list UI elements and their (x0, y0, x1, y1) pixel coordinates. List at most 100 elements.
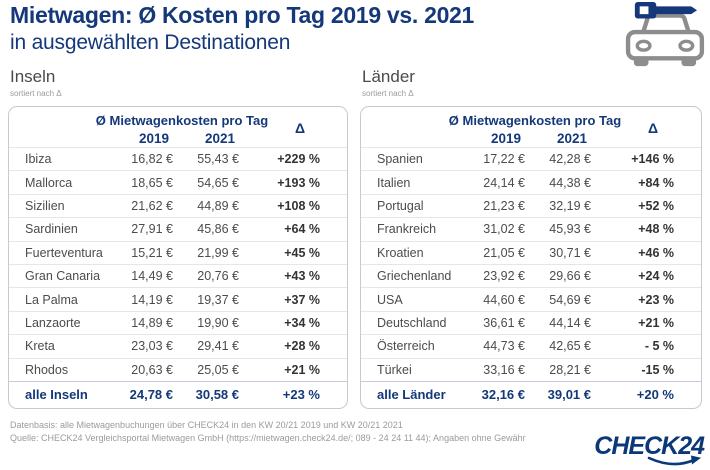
year-2019-column-header: 2019 (138, 130, 170, 146)
table-row: Kreta 23,03 € 29,41 € +28 % (9, 334, 347, 357)
table-header: Ø Mietwagenkosten pro Tag 2019 2021 Δ (9, 107, 347, 147)
title-block: Mietwagen: Ø Kosten pro Tag 2019 vs. 202… (10, 1, 474, 56)
table-row-value-2021: 54,69 € (549, 292, 591, 307)
table-row-delta-value: +37 % (284, 292, 320, 307)
table-row: Deutschland 36,61 € 44,14 € +21 % (361, 310, 701, 334)
table-row-value-2021: 29,41 € (197, 339, 239, 354)
table-row-value-2021: 28,21 € (549, 362, 591, 377)
total-row: alle Inseln 24,78 € 30,58 € +23 % (9, 380, 347, 408)
rental-cost-table: Ø Mietwagenkosten pro Tag 2019 2021 Δ Ib… (8, 106, 348, 409)
table-row-value-2021: 20,76 € (197, 269, 239, 284)
delta-column-header: Δ (647, 120, 659, 136)
table-row-delta-value: +21 % (284, 362, 320, 377)
table-row: Mallorca 18,65 € 54,65 € +193 % (9, 170, 347, 193)
table-row-value-2019: 31,02 € (483, 222, 525, 237)
table-row: Gran Canaria 14,49 € 20,76 € +43 % (9, 263, 347, 287)
table-row: Spanien 17,22 € 42,28 € +146 % (361, 147, 701, 170)
table-row: La Palma 14,19 € 19,37 € +37 % (9, 287, 347, 310)
table-row-destination-name: Spanien (377, 152, 423, 167)
table-row: Sizilien 21,62 € 44,89 € +108 % (9, 193, 347, 217)
table-row-destination-name: Italien (377, 175, 411, 190)
footer-line-2: Quelle: CHECK24 Vergleichsportal Mietwag… (10, 433, 526, 443)
table-body: Spanien 17,22 € 42,28 € +146 % Italien 24,14 … (361, 147, 701, 408)
table-row-delta-value: +46 % (638, 245, 674, 260)
car-with-key-icon (620, 2, 708, 70)
swoosh-arrow-icon (647, 455, 701, 466)
table-row-destination-name: Kroatien (377, 245, 424, 260)
total-row-value-2021: 30,58 € (195, 387, 239, 403)
table-row-destination-name: Ibiza (25, 152, 52, 167)
table-row-value-2021: 44,38 € (549, 175, 591, 190)
table-row-destination-name: Gran Canaria (25, 269, 101, 284)
table-row-delta-value: +52 % (638, 198, 674, 213)
table-row-value-2019: 14,89 € (131, 315, 173, 330)
table-row: Türkei 33,16 € 28,21 € -15 % (361, 357, 701, 381)
page-subtitle: in ausgewählten Destinationen (10, 31, 291, 54)
table-row: Rhodos 20,63 € 25,05 € +21 % (9, 357, 347, 381)
table-row-value-2019: 24,14 € (483, 175, 525, 190)
total-row-destination-name: alle Länder (377, 387, 446, 403)
footer-line-1: Datenbasis: alle Mietwagenbuchungen über… (10, 420, 403, 430)
rental-cost-table: Ø Mietwagenkosten pro Tag 2019 2021 Δ Sp… (360, 106, 702, 409)
table-row-value-2021: 55,43 € (197, 152, 239, 167)
table-row-destination-name: Mallorca (25, 175, 73, 190)
year-2021-column-header: 2021 (556, 130, 588, 146)
table-row-delta-value: +108 % (277, 198, 320, 213)
table-row-value-2021: 44,89 € (197, 198, 239, 213)
table-row: Lanzaorte 14,89 € 19,90 € +34 % (9, 310, 347, 334)
table-row-destination-name: Portugal (377, 198, 424, 213)
total-row: alle Länder 32,16 € 39,01 € +20 % (361, 380, 701, 408)
table-row-delta-value: +28 % (284, 339, 320, 354)
table-row-value-2019: 20,63 € (131, 362, 173, 377)
table-row-destination-name: Fuerteventura (25, 245, 103, 260)
table-row-value-2019: 21,23 € (483, 198, 525, 213)
footer: Datenbasis: alle Mietwagenbuchungen über… (10, 419, 526, 445)
table-row-value-2021: 45,86 € (197, 222, 239, 237)
year-2019-column-header: 2019 (490, 130, 522, 146)
table-row-delta-value: - 5 % (644, 339, 674, 354)
table-row-destination-name: Lanzaorte (25, 315, 81, 330)
panel-laender: Länder sortiert nach Δ Ø Mietwagenkosten… (360, 66, 702, 409)
table-row-delta-value: +34 % (284, 315, 320, 330)
total-row-destination-name: alle Inseln (25, 387, 88, 403)
table-row-value-2021: 25,05 € (197, 362, 239, 377)
table-row: Frankreich 31,02 € 45,93 € +48 % (361, 217, 701, 240)
table-row-destination-name: Rhodos (25, 362, 69, 377)
table-row-value-2021: 44,14 € (549, 315, 591, 330)
sort-note: sortiert nach Δ (362, 89, 414, 98)
table-row-value-2019: 27,91 € (131, 222, 173, 237)
group-column-header: Ø Mietwagenkosten pro Tag (448, 113, 622, 128)
sort-note: sortiert nach Δ (10, 89, 62, 98)
table-row-destination-name: Türkei (377, 362, 412, 377)
table-row-destination-name: Sardinien (25, 222, 78, 237)
table-row-value-2019: 14,49 € (131, 269, 173, 284)
table-row-value-2019: 17,22 € (483, 152, 525, 167)
table-row-value-2021: 42,65 € (549, 339, 591, 354)
table-row-destination-name: USA (377, 292, 403, 307)
table-row-value-2019: 15,21 € (131, 245, 173, 260)
table-row: Griechenland 23,92 € 29,66 € +24 % (361, 263, 701, 287)
table-row: Kroatien 21,05 € 30,71 € +46 % (361, 240, 701, 264)
table-row-value-2021: 54,65 € (197, 175, 239, 190)
total-row-delta-value: +23 % (282, 387, 320, 403)
table-row-value-2021: 19,90 € (197, 315, 239, 330)
table-row: Österreich 44,73 € 42,65 € - 5 % (361, 334, 701, 357)
table-row-delta-value: +21 % (638, 315, 674, 330)
year-2021-column-header: 2021 (204, 130, 236, 146)
total-row-value-2019: 32,16 € (481, 387, 525, 403)
table-row-value-2019: 14,19 € (131, 292, 173, 307)
table-row-delta-value: +24 % (638, 269, 674, 284)
check24-logo: CHECK24 (586, 434, 705, 466)
table-row-value-2019: 44,73 € (483, 339, 525, 354)
table-row-delta-value: +43 % (284, 269, 320, 284)
car-with-key-svg (625, 2, 705, 67)
section-title: Länder (362, 67, 415, 86)
panel-inseln: Inseln sortiert nach Δ Ø Mietwagenkosten… (8, 66, 348, 409)
table-row-delta-value: +193 % (277, 175, 320, 190)
table-row-delta-value: +64 % (284, 222, 320, 237)
table-row: Sardinien 27,91 € 45,86 € +64 % (9, 217, 347, 240)
total-row-value-2019: 24,78 € (129, 387, 173, 403)
table-row-delta-value: +23 % (638, 292, 674, 307)
table-row-delta-value: +45 % (284, 245, 320, 260)
